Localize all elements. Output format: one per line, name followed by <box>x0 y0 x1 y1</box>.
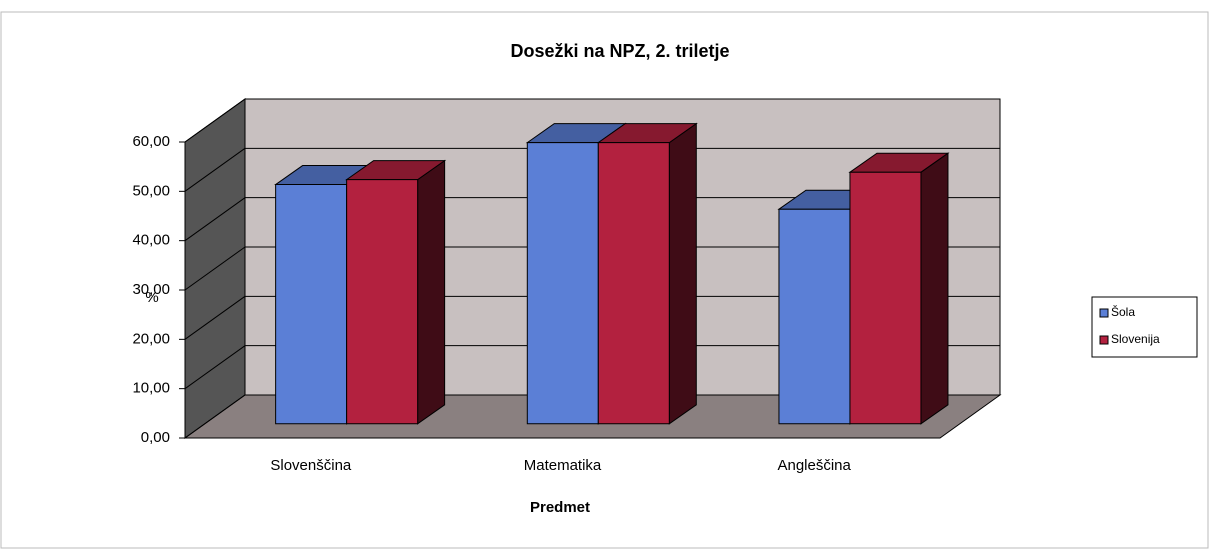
y-tick-label: 60,00 <box>132 133 170 150</box>
grid-line <box>184 295 246 340</box>
bar-front <box>778 208 851 425</box>
legend-box <box>1091 296 1198 358</box>
bar-front <box>275 184 348 425</box>
y-tick-label: 20,00 <box>132 330 170 347</box>
bar-side <box>920 152 949 425</box>
grid-line <box>184 197 246 242</box>
bar-front <box>597 142 670 425</box>
bar <box>848 152 950 425</box>
y-tick-label: 30,00 <box>132 281 170 298</box>
bar-front <box>526 142 599 425</box>
x-tick-label: Angleščina <box>777 457 851 474</box>
x-tick-label: Matematika <box>524 457 602 474</box>
grid-line <box>184 147 246 192</box>
grid-line <box>184 394 246 439</box>
bar-side <box>417 159 446 425</box>
y-axis-label: % <box>145 289 158 306</box>
bar <box>596 122 698 425</box>
grid-line <box>184 98 246 143</box>
y-tick-label: 50,00 <box>132 182 170 199</box>
grid-line <box>184 345 246 390</box>
chart-title: Dosežki na NPZ, 2. triletje <box>510 41 729 61</box>
bar <box>345 159 447 425</box>
x-axis-label: Predmet <box>530 499 590 516</box>
y-tick-label: 40,00 <box>132 232 170 249</box>
y-tick-label: 10,00 <box>132 380 170 397</box>
grid-line <box>184 246 246 291</box>
bar-front <box>849 171 922 425</box>
legend-swatch <box>1099 335 1109 345</box>
bar-front <box>346 179 419 425</box>
legend-swatch <box>1099 308 1109 318</box>
bar-side <box>668 122 697 425</box>
y-tick-label: 0,00 <box>141 429 170 446</box>
x-tick-label: Slovenščina <box>270 457 352 474</box>
legend-label: Slovenija <box>1111 332 1160 346</box>
legend-label: Šola <box>1111 304 1135 319</box>
